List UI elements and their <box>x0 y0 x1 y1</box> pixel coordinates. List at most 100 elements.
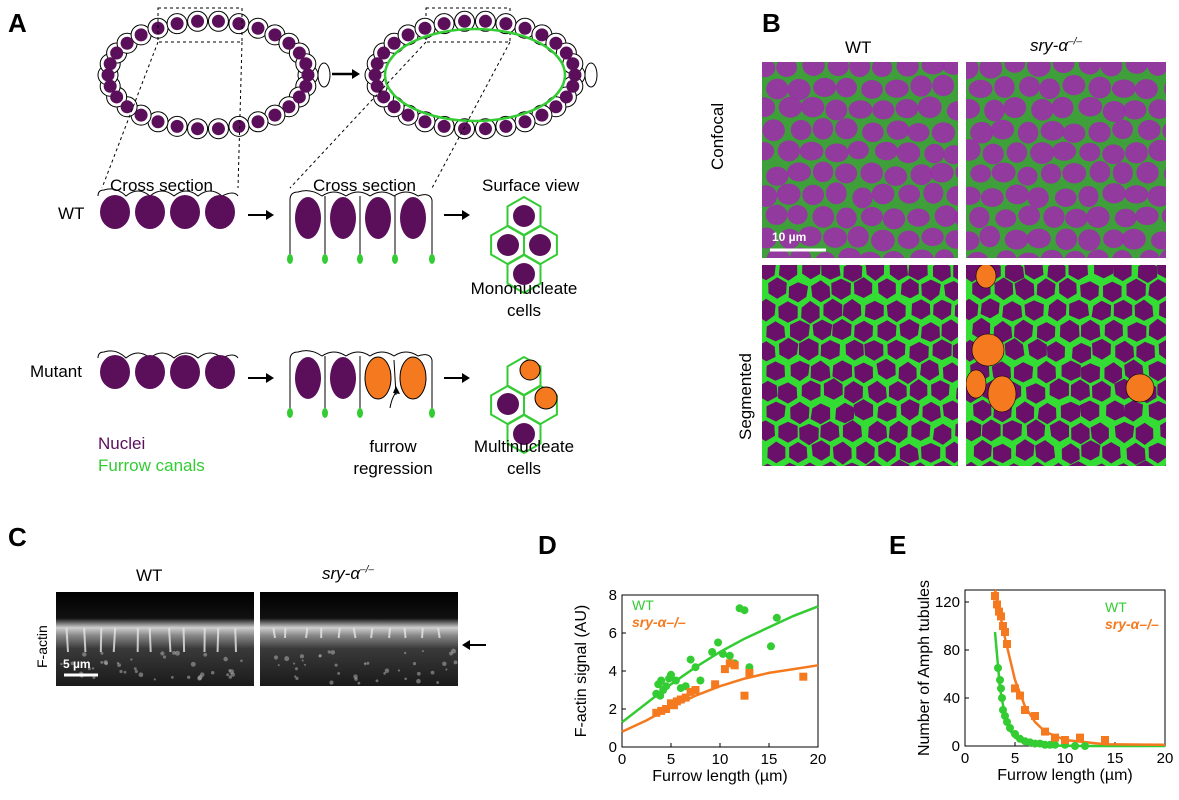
confocal-nucleus <box>934 249 955 258</box>
confocal-nucleus <box>1031 98 1054 121</box>
speckle <box>116 661 120 665</box>
segmented-cell <box>920 359 940 381</box>
confocal-nucleus <box>969 206 990 229</box>
segmented-cell <box>864 300 884 321</box>
speckle <box>334 663 338 667</box>
segmented-cell <box>900 278 919 299</box>
furrow-streak <box>421 627 424 639</box>
segmented-cell <box>932 423 952 445</box>
x-tick-label: 15 <box>1107 750 1124 767</box>
confocal-nucleus <box>1054 188 1077 207</box>
confocal-nucleus <box>921 227 944 247</box>
nucleus <box>549 100 563 114</box>
speckle <box>299 654 304 659</box>
segmented-cell <box>1060 401 1081 423</box>
confocal-nucleus <box>1078 62 1101 75</box>
confocal-nucleus <box>802 184 825 206</box>
speckle <box>203 652 208 657</box>
confocal-nucleus <box>798 226 822 247</box>
confocal-nucleus <box>1089 161 1111 183</box>
confocal-nucleus <box>824 143 849 163</box>
segmented-cell <box>784 462 797 466</box>
segmented-cell <box>956 464 958 466</box>
segmented-cell <box>887 339 906 360</box>
segmented-cell <box>842 420 862 443</box>
confocal-nucleus <box>787 205 808 225</box>
speckle <box>134 669 138 674</box>
nucleus <box>513 205 535 227</box>
data-point-wt <box>696 676 705 685</box>
confocal-nucleus <box>1026 228 1051 249</box>
y-tick-label: 120 <box>935 594 960 611</box>
segmented-cell <box>799 423 819 446</box>
segmented-cell <box>966 298 979 321</box>
segmented-cell <box>888 420 908 444</box>
segmented-cell <box>822 461 838 466</box>
segmented-cell <box>888 381 907 402</box>
data-point-wt <box>766 642 775 651</box>
confocal-nucleus <box>994 76 1015 98</box>
furrow-streak <box>182 627 186 653</box>
data-point-wt <box>740 606 749 615</box>
nucleus <box>301 68 315 82</box>
speckle <box>277 664 280 667</box>
segmented-cell <box>1068 265 1088 280</box>
speckle <box>295 676 299 680</box>
segmented-cell <box>1049 378 1069 400</box>
furrow-canal-ring <box>383 27 567 123</box>
segmented-cell <box>844 462 860 466</box>
confocal-nucleus <box>838 247 862 258</box>
speckle <box>174 650 180 656</box>
confocal-nucleus <box>898 184 921 204</box>
row-confocal-text: Confocal <box>708 102 727 170</box>
confocal-nucleus <box>860 162 883 184</box>
wt-row-label: WT <box>58 204 85 223</box>
confocal-nucleus <box>816 251 835 258</box>
segmented-cell <box>832 319 852 340</box>
speckle <box>330 650 336 655</box>
nucleus <box>134 28 148 42</box>
nucleus <box>134 108 148 122</box>
segmented-cell <box>1115 340 1135 363</box>
speckle <box>416 671 421 676</box>
segmented-cell <box>865 265 885 281</box>
row-segmented-text: Segmented <box>736 353 755 440</box>
y-axis-label: Number of Amph tubules <box>916 580 933 756</box>
speckle <box>228 675 232 679</box>
x-tick-label: 5 <box>667 751 675 768</box>
panel-letter-a: A <box>8 8 27 38</box>
segmented-cell <box>899 319 920 341</box>
segmented-cell <box>853 399 874 421</box>
cross-section-label-2: Cross section <box>313 176 416 195</box>
confocal-nucleus <box>1065 208 1088 228</box>
y-tick-label: 4 <box>609 663 617 680</box>
segmented-cell <box>1092 338 1111 360</box>
segmented-cell <box>789 442 808 463</box>
segmented-cell <box>1102 442 1121 464</box>
segmented-cell <box>1068 461 1088 466</box>
segmented-cell <box>1137 265 1158 283</box>
nucleus <box>299 79 313 93</box>
segmented-cell <box>942 400 958 421</box>
speckle <box>133 667 137 671</box>
arrow-icon <box>462 640 486 650</box>
speckle <box>230 672 235 677</box>
confocal-nucleus <box>847 226 869 248</box>
x-tick-label: 5 <box>1011 750 1019 767</box>
confocal-nucleus <box>799 141 824 161</box>
mononucleate-line-1: Mononucleate <box>470 279 578 298</box>
x-tick-label: 20 <box>810 751 827 768</box>
segmented-cell <box>931 380 950 401</box>
x-tick-label: 0 <box>961 750 969 767</box>
segmented-cell <box>801 300 820 324</box>
confocal-nucleus <box>979 225 1000 248</box>
speckle <box>384 668 390 673</box>
segmented-cell <box>945 441 958 464</box>
segmented-cell <box>909 341 929 363</box>
confocal-nucleus <box>955 165 958 179</box>
confocal-nucleus <box>1062 163 1087 184</box>
segmented-cell <box>811 280 831 303</box>
segmented-cell <box>778 421 798 443</box>
confocal-nucleus <box>1125 142 1148 164</box>
confocal-nucleus <box>812 161 834 183</box>
